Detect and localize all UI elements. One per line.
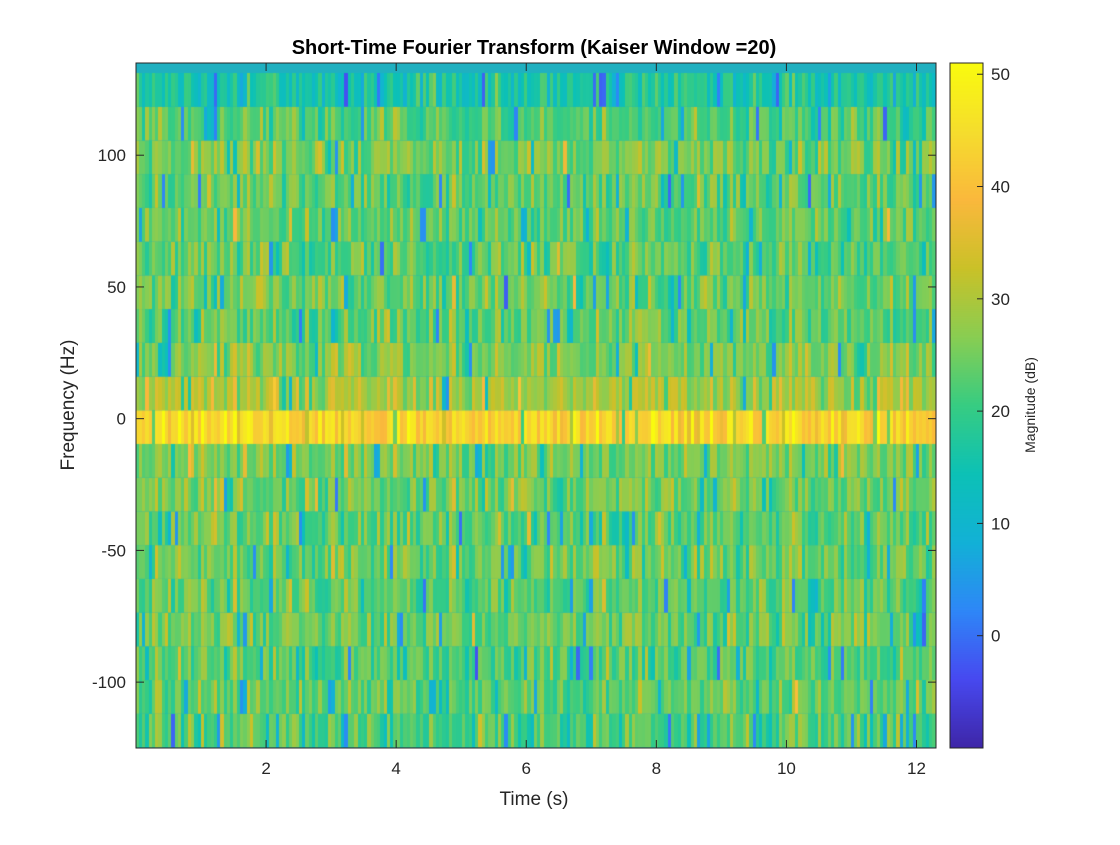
- colorbar-tick-label: 40: [991, 178, 1010, 197]
- colorbar-gradient: [950, 63, 983, 748]
- colorbar-tick-label: 30: [991, 290, 1010, 309]
- x-tick-label: 6: [522, 759, 531, 778]
- y-axis: -100 -50 0 50 100: [92, 146, 936, 692]
- heatmap-image: [136, 63, 936, 748]
- colorbar-axis: 0 10 20 30 40 50: [977, 65, 1010, 646]
- colorbar-tick-label: 0: [991, 627, 1000, 646]
- colorbar-tick-label: 20: [991, 402, 1010, 421]
- x-axis-label: Time (s): [500, 789, 569, 810]
- colorbar-tick-label: 50: [991, 65, 1010, 84]
- y-axis-label: Frequency (Hz): [58, 340, 79, 471]
- x-tick-label: 2: [261, 759, 270, 778]
- x-tick-label: 8: [652, 759, 661, 778]
- x-tick-label: 12: [907, 759, 926, 778]
- colorbar-tick-label: 10: [991, 514, 1010, 533]
- x-axis: 2 4 6 8 10 12: [261, 63, 926, 778]
- y-tick-label: 0: [117, 410, 126, 429]
- colorbar-label: Magnitude (dB): [1022, 357, 1038, 453]
- x-tick-label: 10: [777, 759, 796, 778]
- y-tick-label: -50: [101, 541, 126, 560]
- y-tick-label: 100: [98, 146, 126, 165]
- y-tick-label: 50: [107, 278, 126, 297]
- chart-title: Short-Time Fourier Transform (Kaiser Win…: [292, 37, 777, 59]
- y-tick-label: -100: [92, 673, 126, 692]
- colorbar-frame: [949, 62, 984, 749]
- plot-frame: [135, 62, 937, 749]
- x-tick-label: 4: [391, 759, 400, 778]
